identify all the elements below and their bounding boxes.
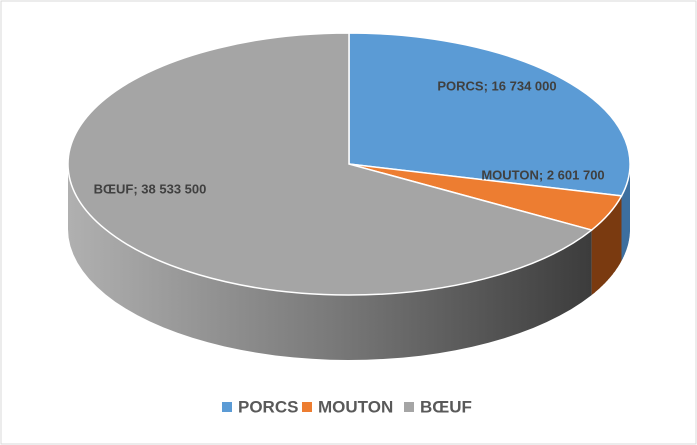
legend-swatch [404,402,414,412]
data-label: PORCS; 16 734 000 [437,78,556,93]
legend-label: PORCS [238,397,298,416]
slice-side [68,164,592,360]
slice-side [621,164,630,261]
legend-label: MOUTON [318,397,393,416]
data-label: BŒUF; 38 533 500 [94,181,207,196]
legend-label: BŒUF [420,397,472,416]
slice-side [591,195,622,296]
legend-swatch [222,402,232,412]
legend-swatch [302,402,312,412]
pie-slice [348,32,631,197]
data-label: MOUTON; 2 601 700 [481,167,604,182]
pie-slice [67,32,594,296]
